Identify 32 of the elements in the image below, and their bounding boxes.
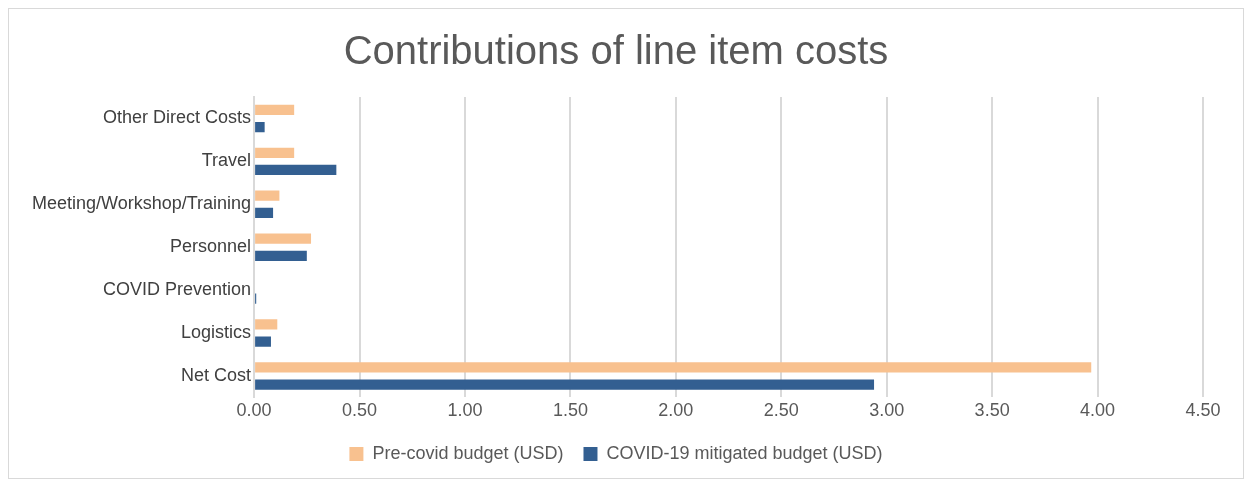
x-tick-label: 3.00 [869,400,905,421]
x-tick-label: 4.50 [1185,400,1221,421]
y-tick-label: Travel [201,150,252,171]
bar [255,207,274,219]
x-tick-label: 1.00 [447,400,483,421]
bar [255,379,875,390]
x-tick-label: 0.50 [342,400,378,421]
bar [255,121,265,133]
bar [255,319,278,330]
bar [255,164,337,176]
legend-label: COVID-19 mitigated budget (USD) [606,442,883,463]
y-tick-label: Other Direct Costs [103,107,252,128]
y-tick-label: Net Cost [181,364,252,385]
y-tick-label: Meeting/Workshop/Training [31,193,252,214]
x-tick-label: 1.50 [552,400,588,421]
x-tick-label: 0.00 [236,400,272,421]
x-tick-label: 2.00 [658,400,694,421]
bar [255,147,295,158]
y-tick-label: Logistics [181,322,252,342]
legend-label: Pre-covid budget (USD) [372,442,564,463]
x-tick-label: 2.50 [763,400,799,421]
chart-title: Contributions of line item costs [343,28,889,73]
bar [255,362,1092,373]
bar [255,104,295,116]
x-tick-label: 4.00 [1080,400,1116,421]
bar [255,190,280,201]
bar [255,233,312,244]
bar [255,250,307,261]
y-tick-label: COVID Prevention [103,279,252,300]
x-tick-label: 3.50 [974,400,1010,421]
bar [255,336,271,347]
y-tick-label: Personnel [170,236,252,257]
